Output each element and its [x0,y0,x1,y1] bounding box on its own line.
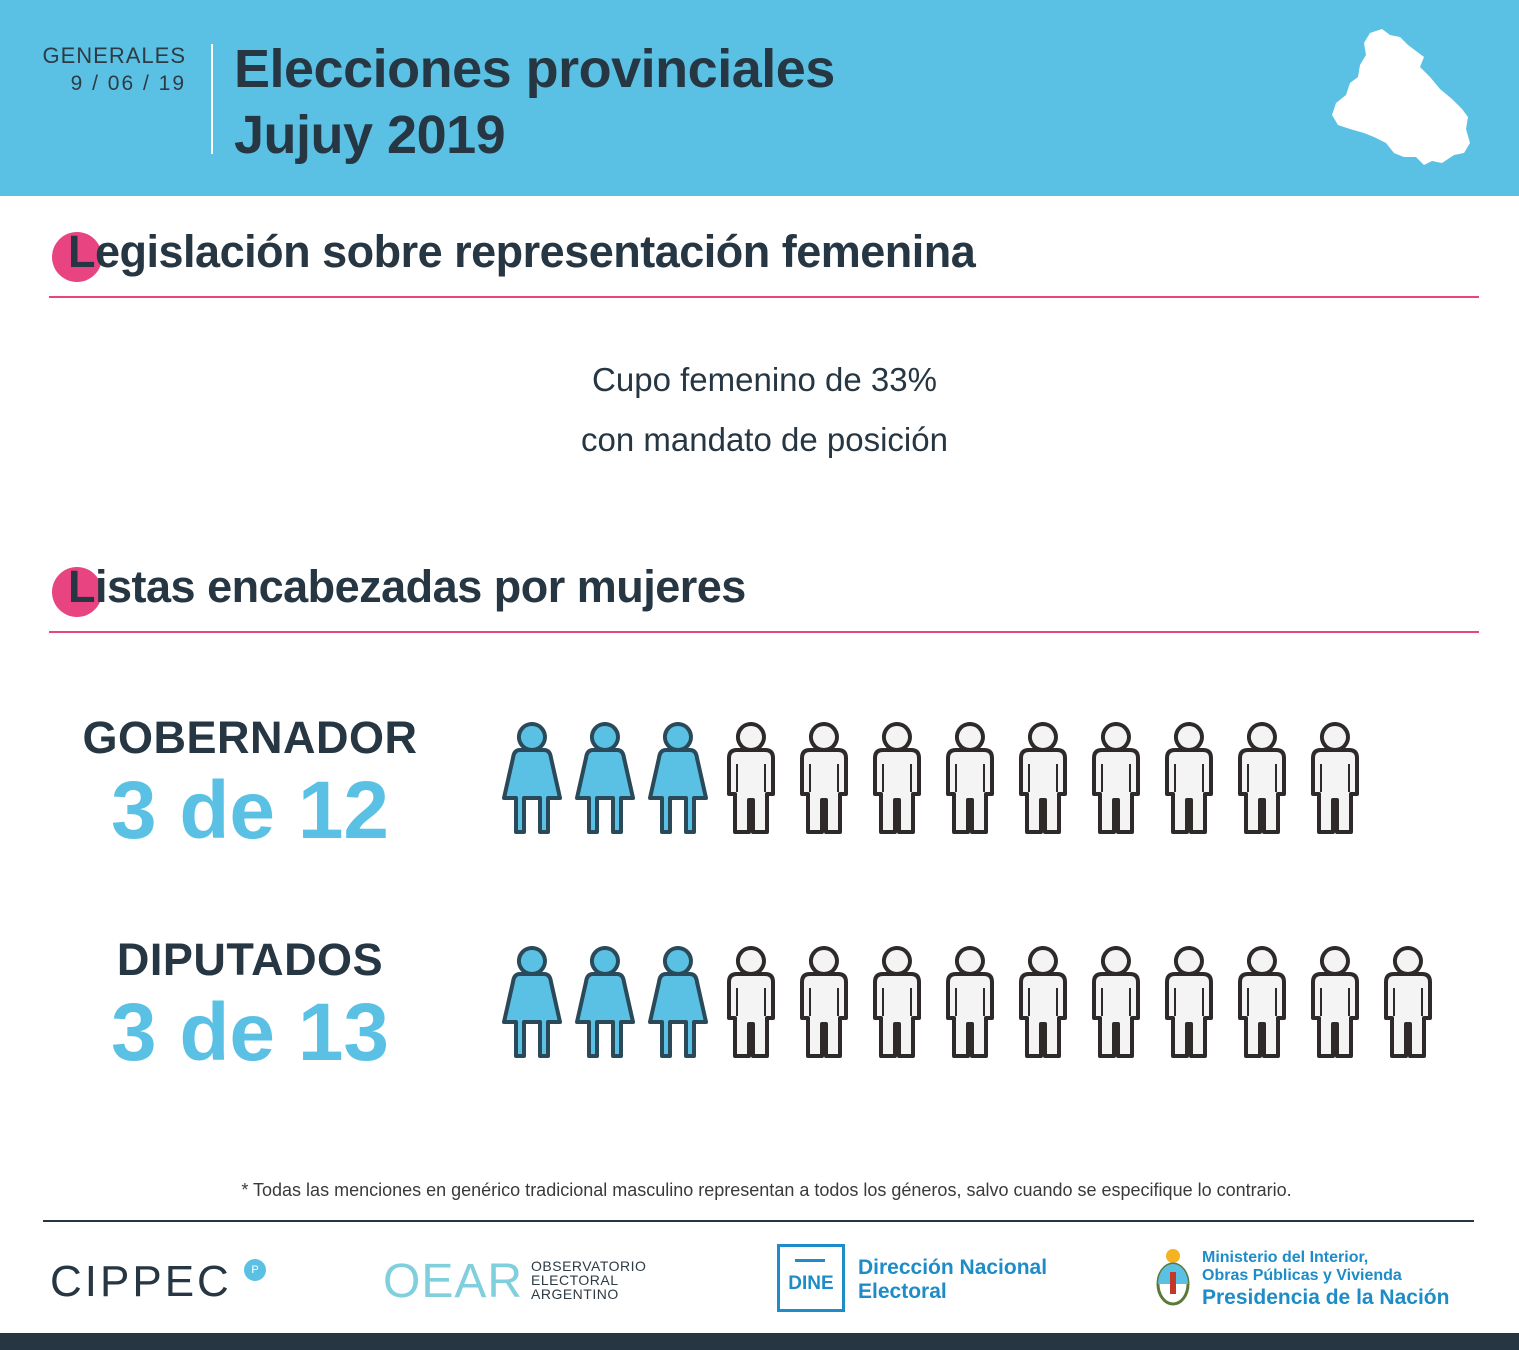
section-divider [49,296,1479,298]
deputies-label: DIPUTADOS [116,934,384,985]
title-line-1: Elecciones provinciales [234,39,835,99]
bottom-bar [0,1333,1519,1350]
ministry-name: Ministerio del Interior, Obras Públicas … [1202,1249,1450,1309]
man-figure-icon [1311,946,1359,1058]
heading-dot-icon [52,567,102,617]
man-figure-icon [1165,722,1213,834]
man-figure-icon [1019,946,1067,1058]
man-figure-icon [946,946,994,1058]
man-figure-icon [1311,722,1359,834]
date-label: GENERALES [42,43,186,68]
cippec-mark-icon: P [244,1259,266,1281]
dine-logo: DINE [777,1244,845,1312]
man-figure-icon [873,722,921,834]
title-line-2: Jujuy 2019 [234,105,506,165]
footer-divider [43,1220,1474,1222]
man-figure-icon [800,722,848,834]
governor-label: GOBERNADOR [82,712,418,763]
man-figure-icon [800,946,848,1058]
quota-description: Cupo femenino de 33% con mandato de posi… [0,350,1519,470]
dine-name: Dirección Nacional Electoral [858,1256,1048,1303]
governor-count: 3 de 12 [110,765,390,856]
election-date: GENERALES 9 / 06 / 19 [40,42,186,98]
legislation-heading: Legislación sobre representación femenin… [52,226,976,282]
woman-figure-icon [648,946,708,1058]
man-figure-icon [1384,946,1432,1058]
man-figure-icon [946,722,994,834]
footnote: * Todas las menciones en genérico tradic… [241,1180,1292,1200]
man-figure-icon [873,946,921,1058]
woman-figure-icon [502,946,562,1058]
header-banner: GENERALES 9 / 06 / 19 Elecciones provinc… [0,0,1519,196]
man-figure-icon [1238,946,1286,1058]
page-title: Elecciones provinciales Jujuy 2019 [234,36,835,168]
jujuy-province-map-icon [1332,29,1470,165]
quota-line-2: con mandato de posición [581,421,948,458]
deputies-count: 3 de 13 [110,987,390,1078]
man-figure-icon [1019,722,1067,834]
woman-figure-icon [502,722,562,834]
woman-figure-icon [575,946,635,1058]
quota-line-1: Cupo femenino de 33% [592,361,937,398]
man-figure-icon [1165,946,1213,1058]
coat-of-arms-icon [1156,1249,1190,1306]
man-figure-icon [727,722,775,834]
heading-dot-icon [52,232,102,282]
man-figure-icon [727,946,775,1058]
man-figure-icon [1092,946,1140,1058]
lists-heading: Listas encabezadas por mujeres [52,561,746,617]
woman-figure-icon [575,722,635,834]
section-divider [49,631,1479,633]
cippec-logo: CIPPEC P [50,1257,266,1307]
man-figure-icon [1238,722,1286,834]
woman-figure-icon [648,722,708,834]
header-divider [211,44,213,154]
date-value: 9 / 06 / 19 [70,72,186,95]
man-figure-icon [1092,722,1140,834]
